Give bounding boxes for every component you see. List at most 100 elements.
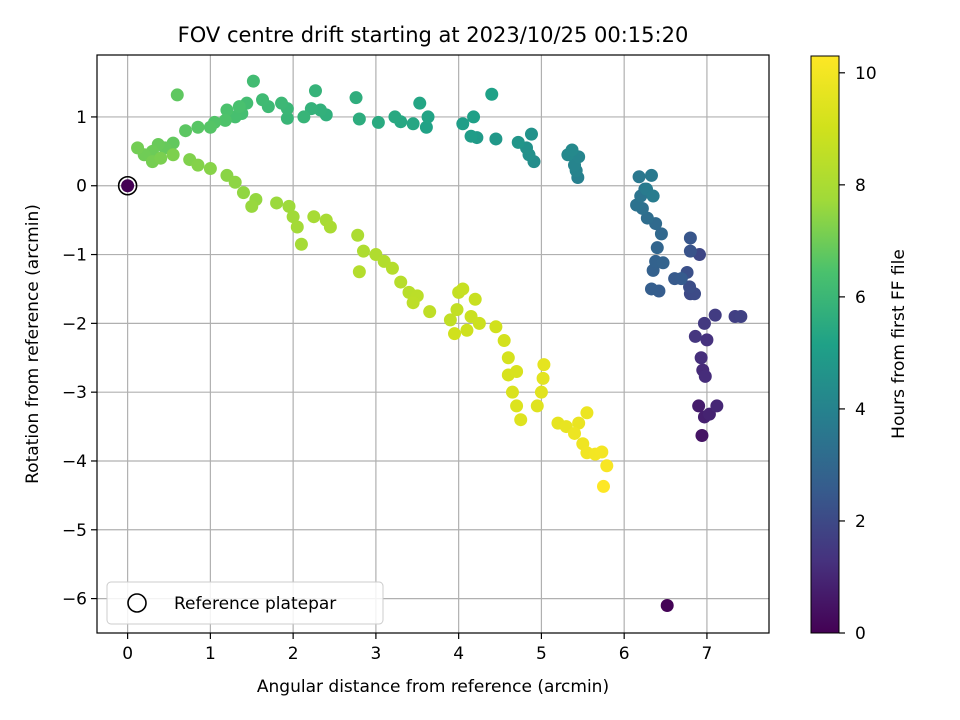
y-tick-label: 1 [76, 108, 87, 128]
colorbar-tick-label: 4 [855, 400, 866, 420]
scatter-point [497, 334, 511, 348]
y-axis-label: Rotation from reference (arcmin) [23, 204, 43, 484]
scatter-point [256, 93, 270, 107]
scatter-point [674, 272, 688, 286]
scatter-points [121, 74, 748, 612]
y-tick-label: −3 [62, 383, 87, 403]
y-tick-label: −6 [62, 590, 87, 610]
legend-box [106, 581, 384, 625]
scatter-point [154, 151, 168, 165]
scatter-point [385, 261, 399, 275]
scatter-point [695, 429, 709, 443]
scatter-point [694, 351, 708, 365]
scatter-point [191, 158, 205, 172]
scatter-point [419, 120, 433, 134]
scatter-point [644, 282, 658, 296]
colorbar-ticks: 0 2 4 6 8 10 [839, 64, 877, 644]
y-tick-label: −4 [62, 452, 87, 472]
scatter-point [228, 175, 242, 189]
scatter-point [485, 87, 499, 101]
colorbar-tick-label: 10 [855, 64, 877, 84]
scatter-point [600, 459, 614, 473]
scatter-point [464, 129, 478, 143]
x-tick-label: 5 [536, 644, 547, 664]
scatter-point [456, 282, 470, 296]
colorbar-gradient [810, 55, 840, 634]
scatter-point [218, 113, 232, 127]
scatter-point [232, 100, 246, 114]
y-ticks: 1 0 −1 −2 −3 −4 −5 −6 [62, 108, 97, 610]
scatter-point [646, 189, 660, 203]
scatter-point [450, 303, 464, 317]
scatter-point [536, 371, 550, 385]
scatter-point [468, 292, 482, 306]
scatter-point [683, 280, 697, 294]
x-tick-label: 6 [619, 644, 630, 664]
scatter-point [282, 199, 296, 213]
x-tick-label: 7 [702, 644, 713, 664]
scatter-point [443, 313, 457, 327]
legend: Reference platepar [106, 581, 384, 625]
colorbar-tick-label: 0 [855, 624, 866, 644]
x-tick-label: 1 [205, 644, 216, 664]
x-ticks: 0 1 2 3 4 5 6 7 [122, 633, 712, 664]
scatter-point [290, 220, 304, 234]
scatter-point [280, 111, 294, 125]
scatter-point [423, 305, 437, 319]
scatter-point [700, 333, 714, 347]
scatter-point [568, 426, 582, 440]
scatter-point [203, 162, 217, 176]
scatter-point [413, 96, 427, 110]
scatter-point [650, 241, 664, 255]
scatter-point [710, 399, 724, 413]
scatter-point [236, 186, 250, 200]
scatter-point [537, 358, 551, 372]
scatter-point [698, 369, 712, 383]
x-axis-label: Angular distance from reference (arcmin) [257, 677, 609, 697]
scatter-point [510, 399, 524, 413]
y-tick-label: −2 [62, 314, 87, 334]
scatter-point [304, 102, 318, 116]
x-tick-label: 4 [453, 644, 464, 664]
scatter-point [702, 407, 716, 421]
scatter-point [595, 445, 609, 459]
scatter-point [349, 91, 363, 105]
scatter-point [697, 316, 711, 330]
scatter-point [489, 132, 503, 146]
scatter-point [660, 598, 674, 612]
scatter-point [708, 308, 722, 322]
x-tick-label: 0 [122, 644, 133, 664]
scatter-point [692, 399, 706, 413]
scatter-point [297, 110, 311, 124]
scatter-point [580, 406, 594, 420]
scatter-point [394, 275, 408, 289]
scatter-point [654, 227, 668, 241]
scatter-point [640, 211, 654, 225]
scatter-point [406, 296, 420, 310]
scatter-point [166, 148, 180, 162]
scatter-point [501, 351, 515, 365]
colorbar-tick-label: 8 [855, 176, 866, 196]
x-tick-label: 2 [288, 644, 299, 664]
scatter-point [308, 84, 322, 98]
scatter-point [572, 416, 586, 430]
scatter-point [514, 413, 528, 427]
scatter-point [472, 316, 486, 330]
scatter-point [734, 309, 748, 323]
scatter-point [371, 115, 385, 129]
scatter-point [356, 244, 370, 258]
scatter-point [170, 88, 184, 102]
legend-marker-icon [127, 593, 147, 613]
reference-platepar-marker [117, 175, 138, 196]
scatter-point [307, 210, 321, 224]
scatter-point [352, 112, 366, 126]
scatter-point [245, 199, 259, 213]
scatter-point [448, 327, 462, 341]
scatter-point [656, 256, 670, 270]
scatter-point [286, 210, 300, 224]
x-tick-label: 3 [370, 644, 381, 664]
scatter-point [524, 127, 538, 141]
scatter-point [511, 135, 525, 149]
scatter-point [351, 228, 365, 242]
